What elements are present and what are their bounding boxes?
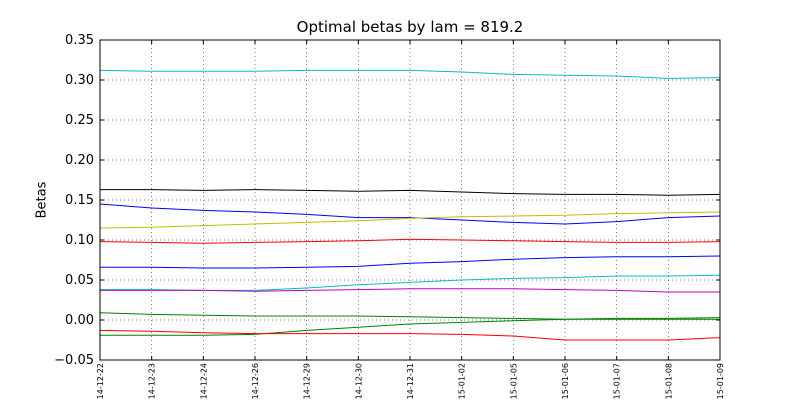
y-tick-label: 0.30 (65, 73, 94, 88)
y-tick-label: 0.10 (65, 233, 94, 248)
y-tick-label: 0.15 (65, 193, 94, 208)
axes-frame (99, 39, 721, 361)
series-line-9 (99, 312, 720, 320)
series-line-10 (100, 317, 721, 336)
x-tick-label: 15-01-08 (664, 363, 673, 399)
series-line-5 (99, 238, 721, 244)
x-tick-label: 14-12-24 (199, 363, 208, 399)
x-tick-label: 14-12-22 (96, 363, 105, 399)
x-tick-label: 14-12-30 (354, 363, 363, 399)
series-line-11 (99, 329, 721, 341)
x-tick-label: 14-12-23 (148, 363, 157, 399)
x-tick-label: 14-12-29 (303, 363, 312, 399)
series-line-8 (100, 288, 720, 293)
series-line-1 (99, 69, 721, 79)
x-tick-label: 14-12-31 (406, 363, 415, 399)
x-tick-label: 15-01-07 (613, 363, 622, 399)
x-tick-label: 15-01-05 (509, 363, 518, 399)
y-tick-label: −0.05 (54, 353, 94, 368)
series-line-3 (99, 203, 721, 225)
y-tick-label: 0.35 (65, 33, 94, 48)
series-line-2 (100, 189, 721, 196)
x-tick-label: 15-01-09 (716, 363, 725, 399)
x-tick-label: 15-01-06 (561, 363, 570, 399)
x-tick-label: 15-01-02 (458, 363, 467, 399)
series-line-6 (100, 255, 721, 269)
y-tick-label: 0.05 (65, 273, 94, 288)
series-line-4 (99, 211, 721, 229)
x-tick-label: 14-12-26 (251, 363, 260, 399)
y-tick-label: 0.20 (65, 153, 94, 168)
chart-title: Optimal betas by lam = 819.2 (296, 18, 524, 36)
y-tick-label: 0.25 (65, 113, 94, 128)
y-tick-label: 0.00 (65, 313, 94, 328)
